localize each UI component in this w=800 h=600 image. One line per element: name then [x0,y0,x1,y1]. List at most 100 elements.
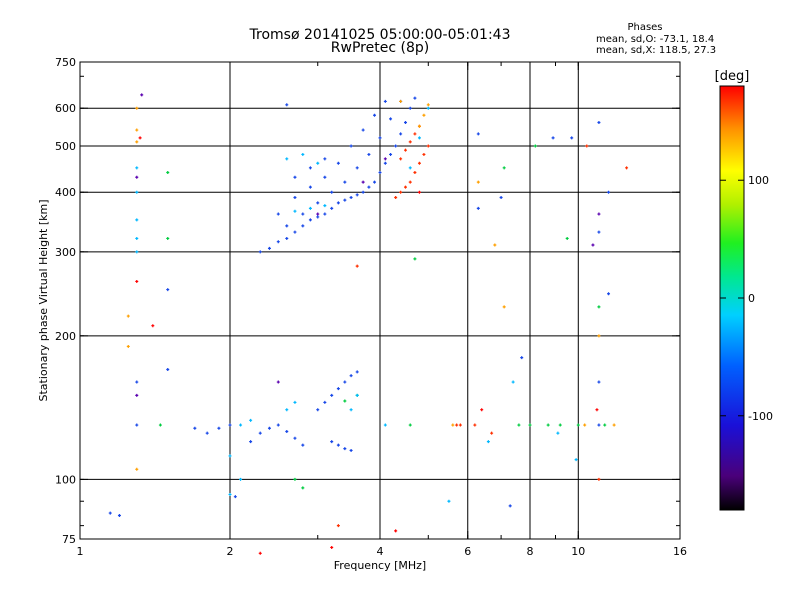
data-point [389,152,393,156]
data-point [323,212,327,216]
data-point [426,106,430,110]
chart-title-line2: RwPretec (8p) [330,40,430,56]
data-point [413,170,417,174]
data-point [258,431,262,435]
data-point [330,440,334,444]
data-point [383,157,387,161]
data-point [480,408,484,412]
y-tick-label: 750 [55,56,76,69]
data-point [135,423,139,427]
data-point [403,148,407,152]
y-tick-label: 200 [55,330,76,343]
data-point [316,201,320,205]
data-point [323,204,327,208]
data-point [413,132,417,136]
data-point [556,431,560,435]
data-point [597,121,601,125]
data-point [336,524,340,528]
data-point [217,426,221,430]
data-point [276,380,280,384]
data-point [597,477,601,481]
y-tick-label: 400 [55,186,76,199]
data-point [373,113,377,117]
data-point [228,492,232,496]
data-point [417,190,421,194]
data-point [383,423,387,427]
data-point [135,190,139,194]
data-point [399,99,403,103]
y-tick-label: 75 [62,533,76,546]
data-point [308,218,312,222]
data-point [389,117,393,121]
data-point [151,324,155,328]
data-point [422,113,426,117]
data-point [583,423,587,427]
data-point [135,106,139,110]
data-point [417,124,421,128]
colorbar-label: [deg] [715,69,750,84]
data-point [607,190,611,194]
data-point [458,423,462,427]
data-point [135,128,139,132]
data-point [343,180,347,184]
data-point [135,250,139,254]
data-point [625,166,629,170]
data-point [323,400,327,404]
data-point [276,212,280,216]
data-point [166,236,170,240]
data-point [511,380,515,384]
data-point [612,423,616,427]
data-point [308,166,312,170]
data-point [343,447,347,451]
data-point [258,250,262,254]
data-point [267,246,271,250]
data-point [533,144,537,148]
data-point [570,136,574,140]
data-point [228,423,232,427]
data-point [293,436,297,440]
chart-title-line1: Tromsø 20141025 05:00:00-05:01:43 [249,27,511,43]
data-point [355,393,359,397]
data-point [308,185,312,189]
data-point [166,288,170,292]
data-point [135,279,139,283]
data-point [355,370,359,374]
data-point [336,443,340,447]
data-point [607,292,611,296]
data-point [455,423,459,427]
phases-title: Phases [627,22,663,33]
data-point [361,180,365,184]
data-point [413,96,417,100]
data-point [330,545,334,549]
data-point [502,166,506,170]
data-point [403,185,407,189]
data-point [447,499,451,503]
phase-stat-o: mean, sd,O: -73.1, 18.4 [596,34,715,45]
data-point [323,175,327,179]
data-point [355,264,359,268]
data-point [502,305,506,309]
data-point [349,374,353,378]
data-point [228,454,232,458]
data-point [558,423,562,427]
data-point [349,448,353,452]
data-point [323,157,327,161]
data-point [239,477,243,481]
data-point [597,380,601,384]
data-point [476,132,480,136]
data-point [349,195,353,199]
data-point [316,408,320,412]
data-point [361,190,365,194]
data-point [316,215,320,219]
data-point [355,166,359,170]
data-point [330,393,334,397]
data-point [486,440,490,444]
data-point [603,423,607,427]
data-point [285,224,289,228]
data-point [408,180,412,184]
data-point [276,423,280,427]
data-point [451,423,455,427]
data-point [138,136,142,140]
data-point [383,161,387,165]
